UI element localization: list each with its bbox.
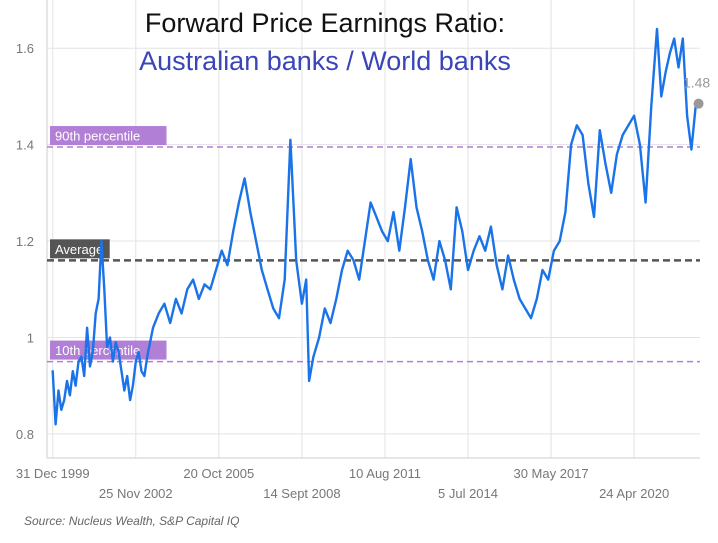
y-tick-label: 1.6 [16, 41, 34, 56]
y-tick-label: 1.2 [16, 234, 34, 249]
90th-percentile-label: 90th percentile [55, 129, 140, 144]
source-note: Source: Nucleus Wealth, S&P Capital IQ [24, 514, 240, 528]
x-tick-label: 5 Jul 2014 [438, 486, 498, 501]
x-tick-label: 10 Aug 2011 [349, 466, 421, 481]
labels-layer: 1.48 [683, 75, 710, 109]
x-tick-label: 25 Nov 2002 [99, 486, 173, 501]
chart-title: Forward Price Earnings Ratio: [144, 8, 506, 38]
average-label-bg [50, 239, 110, 259]
average-label: Average [55, 242, 103, 257]
x-tick-label: 30 May 2017 [513, 466, 588, 481]
y-tick-label: 1.4 [16, 138, 34, 153]
y-tick-label: 0.8 [16, 427, 34, 442]
chart-subtitle: Australian banks / World banks [139, 46, 511, 76]
x-tick-label: 20 Oct 2005 [183, 466, 254, 481]
x-tick-label: 14 Sept 2008 [263, 486, 340, 501]
gridlines [47, 0, 700, 458]
last-value-label: 1.48 [683, 75, 710, 91]
x-tick-label: 24 Apr 2020 [599, 486, 669, 501]
x-tick-label: 31 Dec 1999 [16, 466, 90, 481]
axes: 0.8 1 1.2 1.4 1.6 31 Dec 1999 25 Nov 2002 20 Oc… [16, 0, 700, 501]
last-value-marker [693, 98, 704, 109]
reference-lines: 90th percentile Average 10th percentile [47, 126, 700, 363]
y-tick-label: 1 [27, 330, 34, 345]
series-layer [51, 27, 700, 426]
90th-percentile-label-bg [50, 126, 167, 146]
10th-percentile-label: 10th percentile [55, 343, 140, 358]
series-line [51, 27, 700, 426]
